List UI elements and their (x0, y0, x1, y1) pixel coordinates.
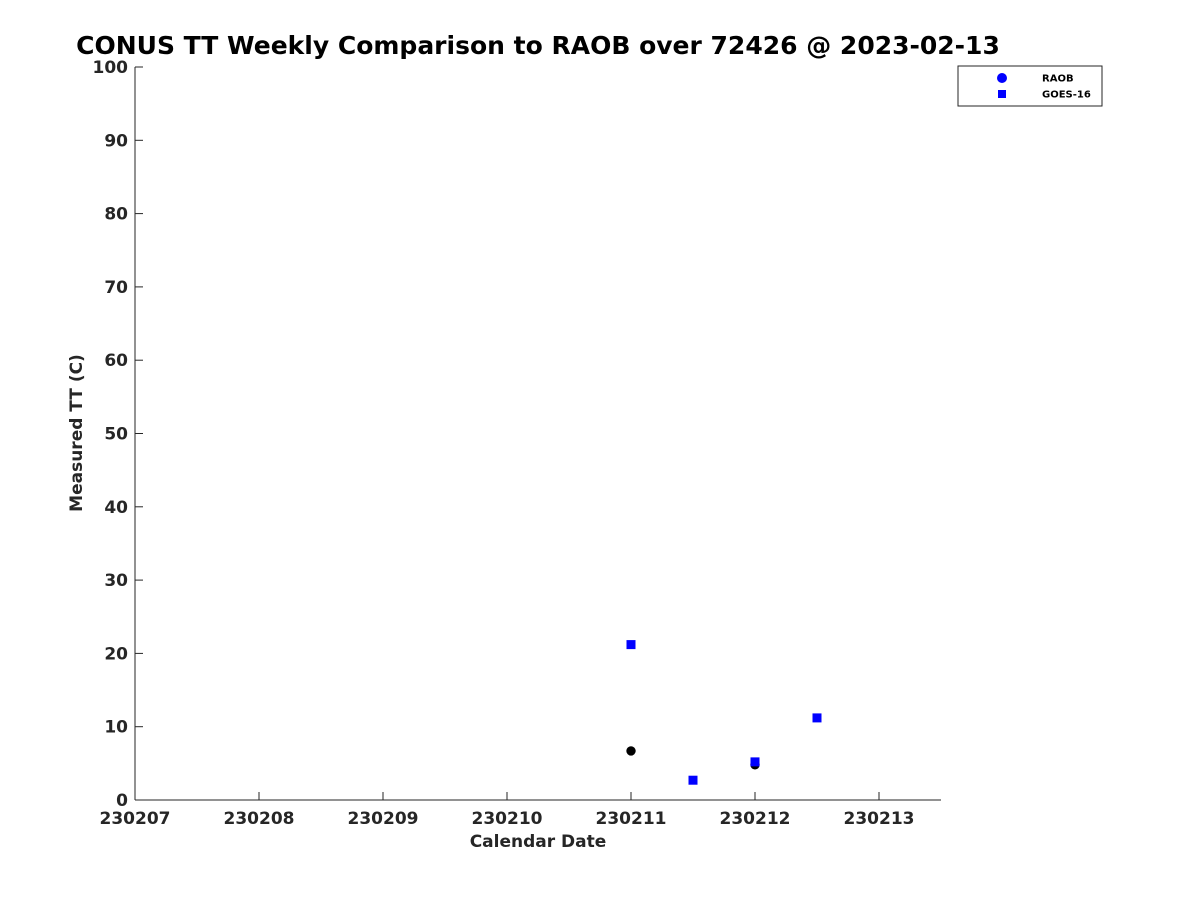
y-tick-label: 30 (104, 571, 128, 591)
y-tick-label: 60 (104, 351, 128, 371)
legend: RAOB GOES-16 (957, 65, 1103, 107)
y-tick-label: 10 (104, 718, 128, 738)
y-tick-label: 90 (104, 131, 128, 151)
x-tick-label: 230212 (720, 809, 791, 829)
data-points (626, 640, 822, 785)
legend-box (957, 65, 1103, 107)
y-tick-label: 40 (104, 498, 128, 518)
raob-point (626, 746, 636, 756)
x-tick-label: 230213 (844, 809, 915, 829)
chart-title: CONUS TT Weekly Comparison to RAOB over … (76, 31, 1000, 60)
legend-marker-goes-16 (998, 90, 1006, 98)
legend-marker-raob (997, 73, 1007, 83)
x-tick-label: 230211 (596, 809, 667, 829)
x-tick-label: 230208 (224, 809, 295, 829)
x-tick-label: 230209 (348, 809, 419, 829)
x-tick-label: 230207 (100, 809, 171, 829)
y-axis-label: Measured TT (C) (67, 354, 87, 512)
y-tick-label: 100 (93, 58, 129, 78)
y-tick-label: 70 (104, 278, 128, 298)
y-tick-label: 0 (116, 791, 128, 811)
goes-16-point (750, 757, 760, 767)
goes-16-point (688, 775, 698, 785)
goes-16-point (626, 640, 636, 650)
x-axis-label: Calendar Date (470, 832, 607, 852)
y-axis-ticks: 0 10 20 30 40 50 60 70 80 90 100 (93, 58, 143, 811)
legend-label-goes-16: GOES-16 (1042, 90, 1091, 101)
y-tick-label: 80 (104, 205, 128, 225)
plot-axes (134, 67, 941, 801)
y-tick-label: 20 (104, 644, 128, 664)
x-tick-label: 230210 (472, 809, 543, 829)
goes-16-point (812, 713, 822, 723)
x-axis-ticks: 230207 230208 230209 230210 230211 230212 2302… (100, 792, 915, 829)
y-tick-label: 50 (104, 425, 128, 445)
legend-label-raob: RAOB (1042, 74, 1074, 85)
